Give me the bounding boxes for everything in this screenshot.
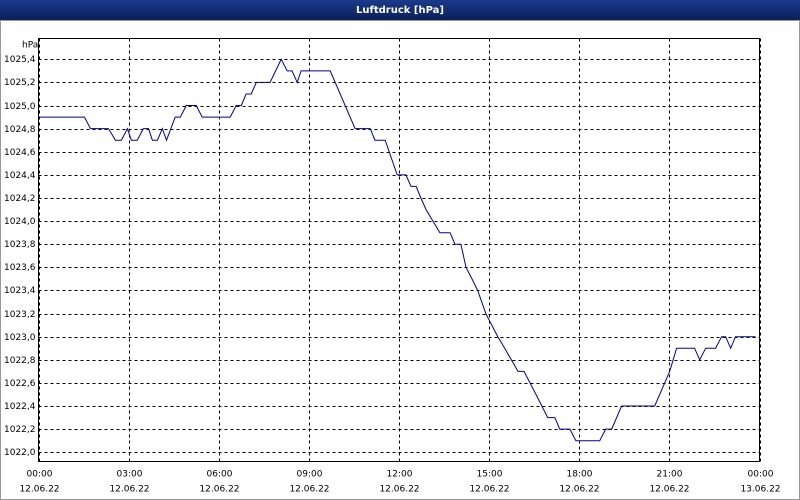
y-tick-label: 1022,6	[4, 379, 36, 389]
y-tick-label: 1023,4	[4, 286, 36, 296]
y-tick-label: 1022,2	[4, 425, 36, 435]
y-tick-label: 1024,6	[4, 148, 36, 158]
x-tick-label: 21:00	[657, 470, 683, 480]
y-tick-label: 1024,8	[4, 125, 36, 135]
chart-title: Luftdruck [hPa]	[356, 5, 444, 16]
x-tick-date: 12.06.22	[289, 485, 329, 495]
x-tick-label: 06:00	[207, 470, 233, 480]
y-tick-label: 1024,2	[4, 194, 36, 204]
x-tick-date: 12.06.22	[109, 485, 149, 495]
x-tick-label: 15:00	[477, 470, 503, 480]
x-tick-date: 12.06.22	[199, 485, 239, 495]
x-tick-label: 00:00	[27, 470, 53, 480]
title-bar	[0, 0, 800, 20]
x-tick-label: 18:00	[567, 470, 593, 480]
x-tick-label: 00:00	[748, 470, 774, 480]
y-tick-label: 1025,4	[4, 55, 36, 65]
y-tick-label: 1023,0	[4, 333, 36, 343]
x-tick-date: 12.06.22	[559, 485, 599, 495]
x-tick-label: 03:00	[117, 470, 143, 480]
y-tick-label: 1024,0	[4, 217, 36, 227]
x-tick-date: 12.06.22	[649, 485, 689, 495]
x-tick-date: 12.06.22	[469, 485, 509, 495]
x-tick-label: 09:00	[297, 470, 323, 480]
data-line	[38, 58, 756, 442]
y-tick-label: 1022,8	[4, 356, 36, 366]
x-tick-date: 12.06.22	[19, 485, 59, 495]
y-tick-label: 1023,8	[4, 240, 36, 250]
y-tick-label: 1025,2	[4, 78, 36, 88]
y-tick-label: 1022,4	[4, 402, 36, 412]
y-tick-label: 1023,2	[4, 310, 36, 320]
y-tick-label: 1023,6	[4, 263, 36, 273]
x-tick-date: 13.06.22	[740, 485, 780, 495]
y-tick-label: 1024,4	[4, 171, 36, 181]
y-unit: hPa	[22, 41, 38, 51]
y-tick-label: 1022,0	[4, 448, 36, 458]
x-tick-date: 12.06.22	[379, 485, 419, 495]
x-tick-label: 12:00	[387, 470, 413, 480]
y-tick-label: 1025,0	[4, 102, 36, 112]
